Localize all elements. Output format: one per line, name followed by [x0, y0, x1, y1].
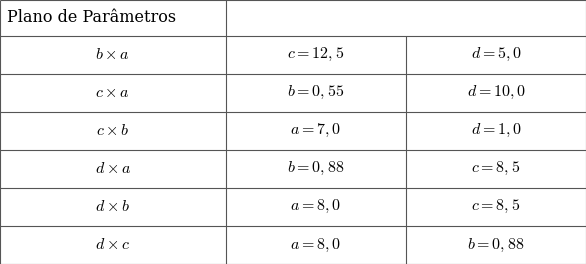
Text: $d = 1, 0$: $d = 1, 0$ [471, 122, 522, 139]
Text: $c = 8, 5$: $c = 8, 5$ [471, 198, 521, 215]
Text: $c \times a$: $c \times a$ [96, 85, 130, 100]
Text: $a = 7, 0$: $a = 7, 0$ [290, 122, 342, 139]
Text: $a = 8, 0$: $a = 8, 0$ [290, 236, 342, 253]
Text: Plano de Parâmetros: Plano de Parâmetros [7, 9, 176, 26]
Text: $b = 0, 88$: $b = 0, 88$ [468, 236, 524, 253]
Text: $b \times a$: $b \times a$ [96, 47, 130, 62]
Text: $d \times b$: $d \times b$ [96, 199, 130, 214]
Text: $c = 12, 5$: $c = 12, 5$ [287, 46, 345, 63]
Text: $d = 10, 0$: $d = 10, 0$ [466, 84, 526, 101]
Text: $d = 5, 0$: $d = 5, 0$ [471, 46, 522, 63]
Text: $b = 0, 88$: $b = 0, 88$ [287, 160, 345, 177]
Text: $c \times b$: $c \times b$ [96, 123, 130, 138]
Text: $c = 8, 5$: $c = 8, 5$ [471, 160, 521, 177]
Text: $a = 8, 0$: $a = 8, 0$ [290, 198, 342, 215]
Text: $d \times c$: $d \times c$ [95, 238, 131, 252]
Text: $d \times a$: $d \times a$ [95, 161, 131, 176]
Text: $b = 0, 55$: $b = 0, 55$ [287, 84, 345, 101]
